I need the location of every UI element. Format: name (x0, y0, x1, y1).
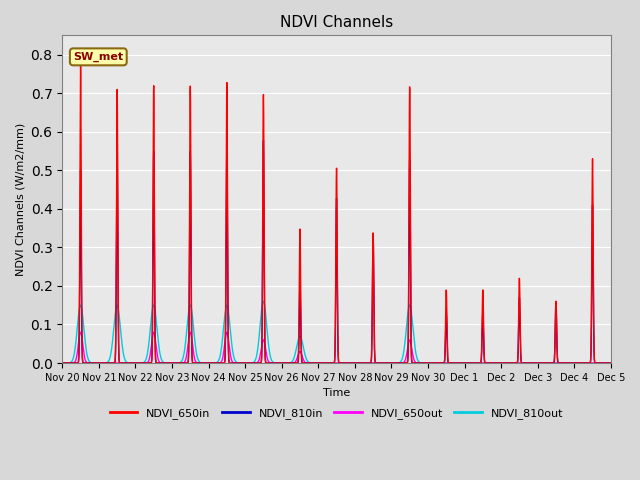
NDVI_650out (490, 360, 498, 366)
NDVI_650out (121, 360, 129, 366)
Text: SW_met: SW_met (73, 52, 124, 62)
NDVI_810out (596, 360, 604, 366)
NDVI_810in (121, 360, 129, 366)
Line: NDVI_650out: NDVI_650out (62, 332, 611, 363)
NDVI_650out (538, 360, 545, 366)
NDVI_650out (607, 360, 614, 366)
NDVI_810out (533, 360, 541, 366)
NDVI_810in (58, 360, 66, 366)
NDVI_810in (154, 360, 161, 366)
Line: NDVI_650in: NDVI_650in (62, 62, 611, 363)
NDVI_650out (77, 329, 84, 335)
NDVI_810in (596, 360, 604, 366)
NDVI_810in (538, 360, 545, 366)
X-axis label: Time: Time (323, 388, 350, 398)
NDVI_650out (58, 360, 66, 366)
NDVI_810in (269, 360, 276, 366)
NDVI_810out (58, 360, 66, 366)
NDVI_650in (596, 360, 604, 366)
NDVI_810out (538, 360, 545, 366)
NDVI_650in (607, 360, 614, 366)
NDVI_650in (58, 360, 66, 366)
NDVI_650in (154, 360, 161, 366)
NDVI_810in (607, 360, 614, 366)
NDVI_810out (121, 357, 129, 362)
NDVI_650out (292, 357, 300, 362)
NDVI_810out (154, 329, 161, 335)
NDVI_650in (292, 360, 300, 366)
Title: NDVI Channels: NDVI Channels (280, 15, 393, 30)
NDVI_650out (596, 360, 604, 366)
Line: NDVI_810in: NDVI_810in (62, 141, 611, 363)
NDVI_650in (538, 360, 545, 366)
NDVI_810out (292, 344, 300, 350)
NDVI_810out (269, 359, 276, 365)
NDVI_650out (154, 354, 161, 360)
NDVI_650in (269, 360, 276, 366)
NDVI_810in (292, 360, 300, 366)
Line: NDVI_810out: NDVI_810out (62, 301, 611, 363)
Y-axis label: NDVI Channels (W/m2/mm): NDVI Channels (W/m2/mm) (15, 122, 25, 276)
Legend: NDVI_650in, NDVI_810in, NDVI_650out, NDVI_810out: NDVI_650in, NDVI_810in, NDVI_650out, NDV… (105, 403, 568, 423)
NDVI_650in (121, 360, 129, 366)
NDVI_650in (77, 60, 84, 65)
NDVI_810out (607, 360, 614, 366)
NDVI_810out (260, 299, 268, 304)
NDVI_810in (260, 138, 268, 144)
NDVI_650out (269, 360, 276, 366)
